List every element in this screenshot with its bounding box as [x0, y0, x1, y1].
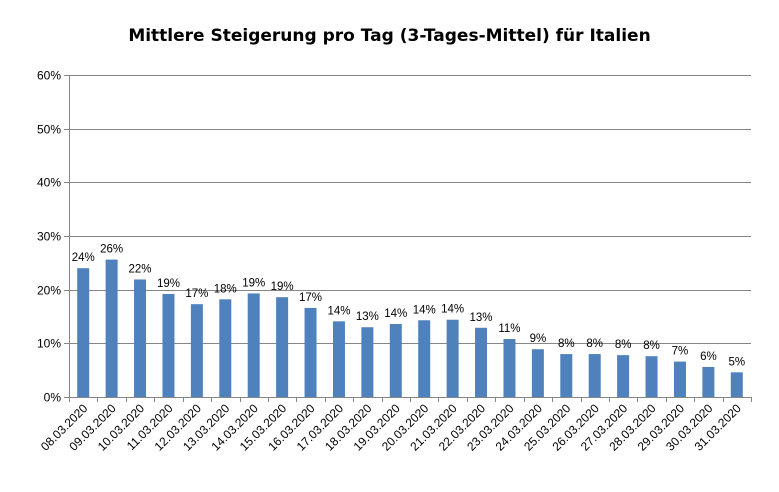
- bar: [332, 321, 345, 397]
- data-label: 9%: [530, 333, 547, 345]
- data-label: 13%: [356, 311, 379, 323]
- data-label: 26%: [100, 244, 123, 256]
- data-label: 7%: [672, 346, 689, 358]
- data-label: 14%: [327, 305, 350, 317]
- bar: [304, 307, 317, 397]
- bar: [531, 349, 544, 397]
- bar: [276, 297, 289, 397]
- data-label: 14%: [413, 304, 436, 316]
- bar: [105, 259, 118, 397]
- data-label: 14%: [441, 304, 464, 316]
- data-label: 8%: [586, 338, 603, 350]
- bar: [617, 355, 630, 397]
- data-label: 14%: [384, 308, 407, 320]
- y-tick-label: 30%: [37, 230, 61, 244]
- bar: [588, 354, 601, 397]
- bar: [560, 354, 573, 397]
- bar: [247, 293, 260, 397]
- data-label: 19%: [157, 278, 180, 290]
- bar: [418, 320, 431, 397]
- bar: [162, 293, 175, 397]
- bar: [503, 339, 516, 397]
- bar: [645, 356, 658, 397]
- y-tick-label: 40%: [37, 176, 61, 190]
- y-tick-label: 60%: [37, 69, 61, 83]
- data-label: 18%: [214, 283, 237, 295]
- data-label: 17%: [185, 288, 208, 300]
- data-label: 19%: [271, 281, 294, 293]
- y-tick-label: 10%: [37, 337, 61, 351]
- bar: [673, 361, 686, 397]
- data-label: 8%: [558, 338, 575, 350]
- bar: [730, 372, 743, 397]
- bar: [77, 268, 90, 397]
- bar: [134, 279, 147, 397]
- data-label: 8%: [615, 339, 632, 351]
- bar: [190, 304, 203, 397]
- chart-title: Mittlere Steigerung pro Tag (3-Tages-Mit…: [128, 26, 651, 46]
- data-label: 24%: [72, 252, 95, 264]
- bar: [702, 366, 715, 397]
- y-tick-label: 50%: [37, 123, 61, 137]
- bar: [475, 327, 488, 397]
- bar: [389, 324, 402, 397]
- data-label: 5%: [728, 356, 745, 368]
- data-label: 11%: [498, 323, 520, 335]
- data-label: 22%: [129, 263, 152, 275]
- bar: [446, 319, 459, 397]
- bar: [361, 327, 374, 397]
- data-label: 17%: [299, 292, 322, 304]
- data-label: 13%: [470, 312, 493, 324]
- gridlines: [69, 75, 751, 344]
- bar: [219, 299, 232, 397]
- bars: [77, 259, 743, 397]
- y-tick-label: 20%: [37, 284, 61, 298]
- data-label: 6%: [700, 351, 717, 363]
- data-labels: 24% 26% 22% 19% 17% 18% 19% 19% 17% 14% 13% 14% 14% 1…: [72, 244, 745, 369]
- y-tick-label: 0%: [44, 391, 62, 405]
- data-label: 19%: [242, 277, 265, 289]
- data-label: 8%: [643, 340, 660, 352]
